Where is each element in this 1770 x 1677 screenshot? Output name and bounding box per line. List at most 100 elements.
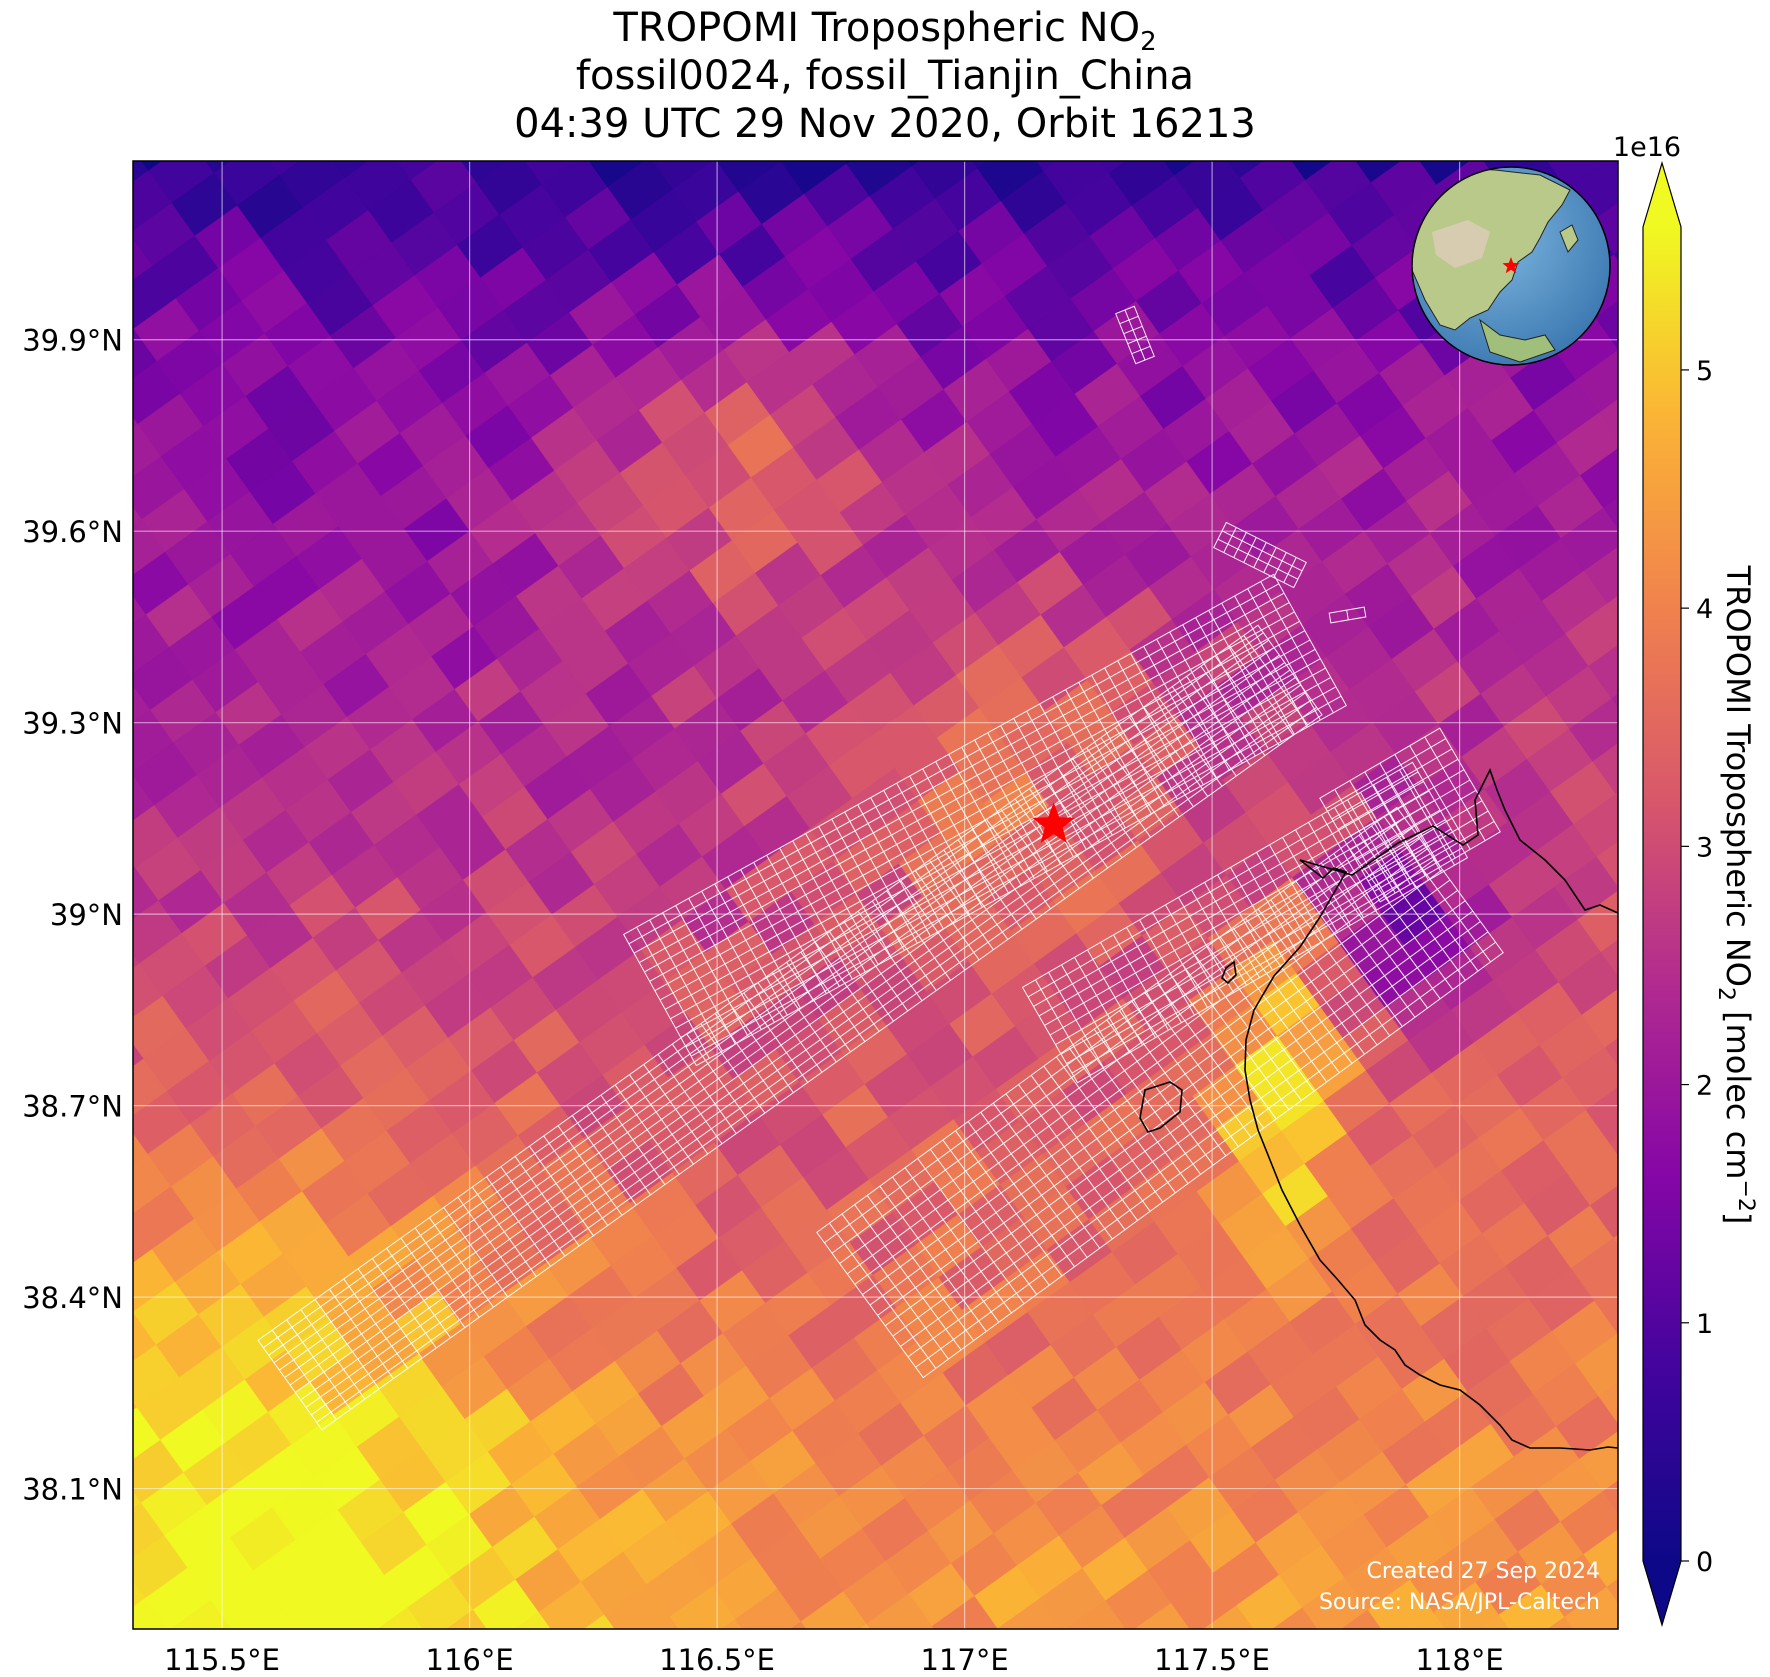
footprint-column: [740, 869, 814, 1002]
heatmap-cell: [333, 161, 370, 179]
footprint-column: [1191, 889, 1247, 986]
footprint-column: [1068, 1047, 1176, 1194]
heatmap-cell: [63, 1184, 129, 1247]
heatmap-cell: [1036, 161, 1058, 172]
heatmap-cell: [133, 863, 137, 871]
no2-map: [38, 73, 1619, 1677]
footprint-column: [1273, 552, 1287, 578]
footprint-column: [486, 1176, 551, 1267]
colorbar-tick-label: 5: [1696, 356, 1713, 387]
longitude-tick-labels: 115.5°E 116°E 116.5°E 117°E 117.5°E 118°E: [164, 1643, 1504, 1677]
footprint-column: [1169, 631, 1243, 764]
figure-title-line1: TROPOMI Tropospheric NO2: [613, 5, 1157, 57]
footprint-column: [514, 1156, 580, 1247]
footprint-column: [987, 732, 1061, 865]
footprint-column: [686, 1033, 751, 1124]
latitude-tick-label: 39.6°N: [22, 515, 123, 549]
heatmap-cell: [1065, 1600, 1127, 1629]
footprint-column: [357, 1268, 423, 1359]
footprint-column: [841, 1213, 949, 1360]
footprint-column: [1200, 665, 1266, 756]
heatmap-cell: [239, 1602, 296, 1629]
heatmap-cell: [1566, 1142, 1618, 1206]
globe-target-star: [1502, 257, 1520, 274]
heatmap-cell: [524, 161, 576, 186]
heatmap-cell: [1349, 1643, 1415, 1677]
heatmap-cell: [1607, 595, 1618, 619]
footprint-column: [896, 782, 970, 915]
footprint-column: [743, 992, 809, 1083]
footprint-column: [1223, 527, 1237, 553]
footprint-column: [980, 1111, 1088, 1258]
heatmap-cell: [721, 1618, 744, 1629]
heatmap-cell: [1600, 939, 1618, 977]
heatmap-cell: [931, 73, 997, 136]
heatmap-cell: [1558, 951, 1618, 1016]
footprint-column: [1204, 882, 1260, 978]
footprint-column: [900, 880, 966, 971]
figure-title-line2: fossil0024, fossil_Tianjin_China: [575, 53, 1195, 99]
heatmap-cell: [652, 1616, 680, 1629]
heatmap-cell: [1594, 300, 1618, 350]
footprint-column: [1360, 792, 1416, 888]
heatmap-cell: [49, 359, 115, 422]
footprint-column: [935, 761, 1009, 894]
footprint-column: [1165, 904, 1221, 1001]
heatmap-cell: [38, 612, 104, 675]
heatmap-cell: [1478, 1614, 1510, 1629]
heatmap-cell: [583, 1614, 616, 1629]
footprint-column: [1208, 610, 1282, 742]
longitude-tick-label: 117.5°E: [1154, 1643, 1270, 1677]
heatmap-cell: [397, 161, 438, 181]
footprint-column: [1143, 706, 1209, 797]
heatmap-cell: [60, 106, 126, 169]
heatmap-cell: [1547, 161, 1609, 190]
footprint-outline: [1115, 305, 1155, 365]
footprint-column: [1123, 325, 1143, 335]
footprint-column: [1263, 547, 1277, 573]
footprint-column: [1039, 703, 1113, 836]
heatmap-cell: [41, 168, 107, 231]
latitude-tick-label: 38.7°N: [22, 1090, 123, 1124]
longitude-tick-label: 118°E: [1416, 1643, 1504, 1677]
heatmap-cell: [49, 1342, 115, 1405]
heatmap-cell: [1570, 1237, 1618, 1302]
footprint-column: [1295, 881, 1403, 1027]
footprint-column: [1043, 1065, 1151, 1212]
footprint-column: [957, 839, 1023, 930]
heatmap-cell: [692, 96, 758, 159]
footprint-column: [929, 859, 994, 950]
footprint-column: [671, 1043, 737, 1134]
footprint-column: [543, 1135, 609, 1226]
footprint-column: [1371, 825, 1479, 972]
footprint-column: [771, 972, 837, 1063]
footprint-column: [753, 862, 827, 994]
footprint-column: [792, 840, 866, 973]
figure-title-line3: 04:39 UTC 29 Nov 2020, Orbit 16213: [514, 101, 1256, 147]
heatmap-cell: [430, 87, 496, 150]
footprint-column: [1113, 934, 1169, 1031]
coastline: [1139, 767, 1618, 1451]
footprint-column: [1333, 853, 1441, 1000]
heatmap-cell: [269, 161, 301, 176]
heatmap-cell: [1163, 161, 1196, 176]
heatmap-cell: [1594, 1283, 1618, 1334]
footprint-column: [1156, 982, 1265, 1129]
heatmap-cell: [133, 416, 139, 428]
footprint-column: [1126, 927, 1182, 1023]
footprint-column: [1282, 890, 1391, 1037]
heatmap-cell: [1562, 1046, 1618, 1111]
heatmap-cell: [1560, 1491, 1618, 1555]
latitude-tick-labels: 39.9°N 39.6°N 39.3°N 39°N 38.7°N 38.4°N 38.1°N: [22, 324, 123, 1507]
footprint-column: [1379, 762, 1441, 868]
heatmap-cell: [1585, 1087, 1618, 1144]
footprint-column: [1230, 867, 1286, 963]
footprint-column: [500, 1166, 566, 1257]
footprint-column: [1373, 784, 1429, 881]
footprint-column: [829, 1222, 937, 1369]
footprint-column: [1081, 1038, 1189, 1184]
footprint-column: [942, 1139, 1050, 1286]
heatmap-cell: [1588, 644, 1618, 700]
footprint-column: [1243, 635, 1309, 726]
heatmap-cell: [66, 740, 132, 803]
